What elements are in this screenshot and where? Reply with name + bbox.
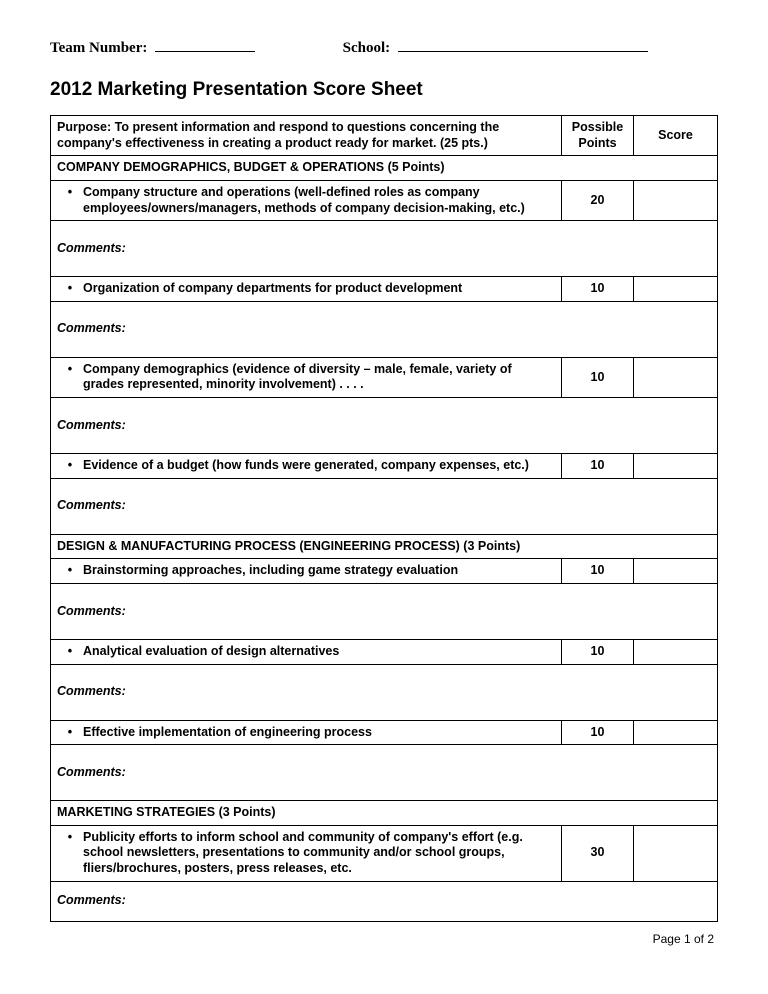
score-header: Score — [634, 116, 718, 156]
criterion-row: • Brainstorming approaches, including ga… — [51, 559, 718, 584]
page-footer: Page 1 of 2 — [50, 932, 718, 946]
bullet-icon: • — [57, 185, 83, 216]
criterion-text: Analytical evaluation of design alternat… — [83, 644, 555, 660]
score-cell — [634, 277, 718, 302]
criterion-cell: • Effective implementation of engineerin… — [51, 720, 562, 745]
score-cell — [634, 357, 718, 397]
possible-points-header: Possible Points — [562, 116, 634, 156]
criterion-text: Evidence of a budget (how funds were gen… — [83, 458, 555, 474]
bullet-icon: • — [57, 644, 83, 660]
criterion-cell: • Publicity efforts to inform school and… — [51, 825, 562, 881]
comments-row: Comments: — [51, 398, 718, 454]
criterion-row: • Analytical evaluation of design altern… — [51, 639, 718, 664]
comments-cell: Comments: — [51, 664, 718, 720]
criterion-text: Organization of company departments for … — [83, 281, 555, 297]
criterion-row: • Organization of company departments fo… — [51, 277, 718, 302]
team-number-label: Team Number: — [50, 40, 147, 57]
bullet-icon: • — [57, 563, 83, 579]
comments-cell: Comments: — [51, 478, 718, 534]
comments-row: Comments: — [51, 221, 718, 277]
criterion-row: • Effective implementation of engineerin… — [51, 720, 718, 745]
bullet-icon: • — [57, 281, 83, 297]
points-cell: 10 — [562, 357, 634, 397]
comments-cell: Comments: — [51, 301, 718, 357]
team-number-blank — [155, 38, 255, 52]
score-cell — [634, 825, 718, 881]
section-row: COMPANY DEMOGRAPHICS, BUDGET & OPERATION… — [51, 156, 718, 181]
criterion-cell: • Evidence of a budget (how funds were g… — [51, 454, 562, 479]
comments-cell: Comments: — [51, 583, 718, 639]
page: Team Number: School: 2012 Marketing Pres… — [0, 0, 768, 966]
comments-cell: Comments: — [51, 221, 718, 277]
points-cell: 10 — [562, 454, 634, 479]
score-table: Purpose: To present information and resp… — [50, 115, 718, 922]
school-blank — [398, 38, 648, 52]
section-heading: DESIGN & MANUFACTURING PROCESS (ENGINEER… — [51, 534, 718, 559]
points-cell: 10 — [562, 559, 634, 584]
page-title: 2012 Marketing Presentation Score Sheet — [50, 79, 718, 101]
score-cell — [634, 639, 718, 664]
comments-row: Comments: — [51, 301, 718, 357]
criterion-text: Publicity efforts to inform school and c… — [83, 830, 555, 877]
score-cell — [634, 180, 718, 220]
bullet-icon: • — [57, 725, 83, 741]
header-line: Team Number: School: — [50, 38, 718, 57]
points-cell: 10 — [562, 277, 634, 302]
comments-row: Comments: — [51, 664, 718, 720]
section-row: DESIGN & MANUFACTURING PROCESS (ENGINEER… — [51, 534, 718, 559]
comments-row: Comments: — [51, 583, 718, 639]
table-header-row: Purpose: To present information and resp… — [51, 116, 718, 156]
comments-cell: Comments: — [51, 398, 718, 454]
bullet-icon: • — [57, 458, 83, 474]
section-heading: MARKETING STRATEGIES (3 Points) — [51, 801, 718, 826]
comments-row: Comments: — [51, 745, 718, 801]
criterion-row: • Publicity efforts to inform school and… — [51, 825, 718, 881]
score-cell — [634, 720, 718, 745]
section-heading: COMPANY DEMOGRAPHICS, BUDGET & OPERATION… — [51, 156, 718, 181]
criterion-text: Company demographics (evidence of divers… — [83, 362, 555, 393]
criterion-row: • Company structure and operations (well… — [51, 180, 718, 220]
criterion-text: Brainstorming approaches, including game… — [83, 563, 555, 579]
points-cell: 20 — [562, 180, 634, 220]
criterion-cell: • Company structure and operations (well… — [51, 180, 562, 220]
criterion-cell: • Company demographics (evidence of dive… — [51, 357, 562, 397]
points-cell: 30 — [562, 825, 634, 881]
points-cell: 10 — [562, 639, 634, 664]
comments-cell: Comments: — [51, 745, 718, 801]
criterion-cell: • Analytical evaluation of design altern… — [51, 639, 562, 664]
criterion-row: • Evidence of a budget (how funds were g… — [51, 454, 718, 479]
criterion-row: • Company demographics (evidence of dive… — [51, 357, 718, 397]
score-cell — [634, 454, 718, 479]
comments-row: Comments: — [51, 478, 718, 534]
purpose-cell: Purpose: To present information and resp… — [51, 116, 562, 156]
school-label: School: — [343, 40, 391, 57]
bullet-icon: • — [57, 830, 83, 877]
section-row: MARKETING STRATEGIES (3 Points) — [51, 801, 718, 826]
comments-row: Comments: — [51, 881, 718, 921]
score-cell — [634, 559, 718, 584]
criterion-text: Company structure and operations (well-d… — [83, 185, 555, 216]
criterion-cell: • Brainstorming approaches, including ga… — [51, 559, 562, 584]
bullet-icon: • — [57, 362, 83, 393]
criterion-cell: • Organization of company departments fo… — [51, 277, 562, 302]
comments-cell: Comments: — [51, 881, 718, 921]
criterion-text: Effective implementation of engineering … — [83, 725, 555, 741]
points-cell: 10 — [562, 720, 634, 745]
